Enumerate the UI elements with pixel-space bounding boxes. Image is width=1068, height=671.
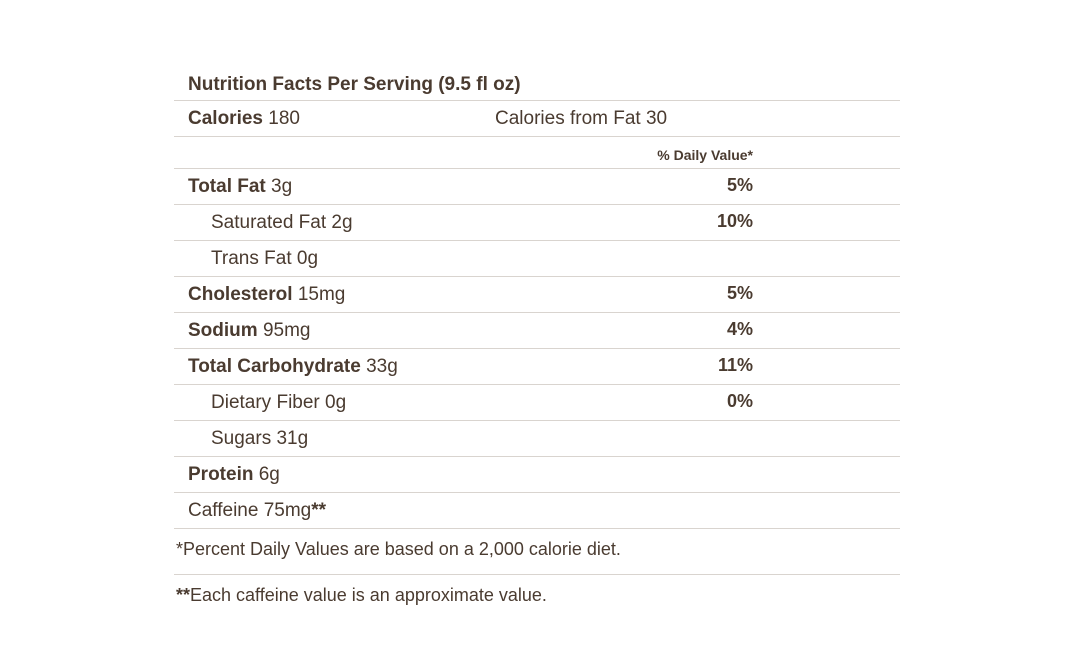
nutrient-label: Dietary Fiber bbox=[211, 392, 320, 413]
nutrient-row-dietary-fiber: Dietary Fiber 0g 0% bbox=[174, 385, 900, 421]
nutrient-amount: 31g bbox=[276, 428, 309, 449]
nutrient-row-total-carbohydrate: Total Carbohydrate 33g 11% bbox=[174, 349, 900, 385]
nutrient-amount: 33g bbox=[366, 356, 398, 377]
calories-value: 180 bbox=[268, 108, 300, 129]
nutrient-amount: 2g bbox=[331, 212, 353, 233]
nutrient-label: Sugars bbox=[211, 428, 272, 449]
nutrient-amount: 3g bbox=[271, 176, 293, 197]
nutrient-amount: 0g bbox=[296, 248, 319, 269]
calories-cell: Calories 180 bbox=[188, 101, 300, 137]
nutrient-amount: 0g bbox=[325, 392, 347, 413]
nutrient-name: Cholesterol 15mg bbox=[188, 277, 345, 313]
nutrient-label: Trans Fat bbox=[211, 248, 292, 269]
daily-value-header: % Daily Value* bbox=[657, 147, 753, 163]
nutrient-name: Total Fat 3g bbox=[188, 169, 292, 205]
nutrient-label: Cholesterol bbox=[188, 284, 293, 305]
nutrient-row-sugars: Sugars 31g bbox=[174, 421, 900, 457]
nutrition-title-row: Nutrition Facts Per Serving (9.5 fl oz) bbox=[174, 66, 900, 101]
footnote-caffeine: **Each caffeine value is an approximate … bbox=[174, 575, 900, 615]
nutrient-name: Sugars 31g bbox=[211, 421, 308, 457]
calories-label: Calories bbox=[188, 108, 263, 129]
nutrient-row-total-fat: Total Fat 3g 5% bbox=[174, 169, 900, 205]
footnote-percent-daily-value: *Percent Daily Values are based on a 2,0… bbox=[174, 529, 900, 575]
nutrition-facts-table: Nutrition Facts Per Serving (9.5 fl oz) … bbox=[174, 66, 900, 615]
caffeine-label: Caffeine 75mg bbox=[188, 500, 312, 521]
nutrient-name: Saturated Fat 2g bbox=[211, 205, 353, 241]
caffeine-marker: ** bbox=[311, 500, 327, 521]
nutrient-daily-value: 0% bbox=[726, 391, 753, 411]
nutrient-row-protein: Protein 6g bbox=[174, 457, 900, 493]
calories-row: Calories 180 Calories from Fat 30 bbox=[174, 101, 900, 137]
nutrient-amount: 6g bbox=[258, 464, 280, 485]
nutrient-row-saturated-fat: Saturated Fat 2g 10% bbox=[174, 205, 900, 241]
nutrient-label: Protein bbox=[188, 464, 254, 485]
nutrient-daily-value: 5% bbox=[726, 175, 753, 195]
nutrient-name: Trans Fat 0g bbox=[211, 241, 318, 277]
nutrient-daily-value: 11% bbox=[717, 355, 753, 375]
nutrient-daily-value: 10% bbox=[716, 211, 753, 231]
nutrient-row-cholesterol: Cholesterol 15mg 5% bbox=[174, 277, 900, 313]
daily-value-header-row: % Daily Value* bbox=[174, 137, 900, 169]
nutrient-label: Total Carbohydrate bbox=[188, 356, 361, 377]
nutrition-title: Nutrition Facts Per Serving (9.5 fl oz) bbox=[188, 74, 521, 95]
footnote-caffeine-marker: ** bbox=[176, 585, 191, 605]
calories-from-fat: Calories from Fat 30 bbox=[495, 108, 668, 129]
caffeine-cell: Caffeine 75mg** bbox=[188, 493, 326, 529]
nutrient-label: Sodium bbox=[188, 320, 258, 341]
nutrient-daily-value: 4% bbox=[726, 319, 753, 339]
nutrient-daily-value: 5% bbox=[726, 283, 753, 303]
nutrient-row-trans-fat: Trans Fat 0g bbox=[174, 241, 900, 277]
nutrient-amount: 95mg bbox=[262, 320, 311, 341]
footnote-caffeine-text: Each caffeine value is an approximate va… bbox=[190, 585, 547, 605]
nutrient-name: Total Carbohydrate 33g bbox=[188, 349, 398, 385]
nutrient-row-sodium: Sodium 95mg 4% bbox=[174, 313, 900, 349]
nutrient-amount: 15mg bbox=[297, 284, 346, 305]
nutrient-name: Protein 6g bbox=[188, 457, 280, 493]
nutrient-name: Sodium 95mg bbox=[188, 313, 310, 349]
caffeine-row: Caffeine 75mg** bbox=[174, 493, 900, 529]
nutrient-name: Dietary Fiber 0g bbox=[211, 385, 346, 421]
nutrient-label: Saturated Fat bbox=[211, 212, 327, 233]
nutrient-label: Total Fat bbox=[188, 176, 266, 197]
